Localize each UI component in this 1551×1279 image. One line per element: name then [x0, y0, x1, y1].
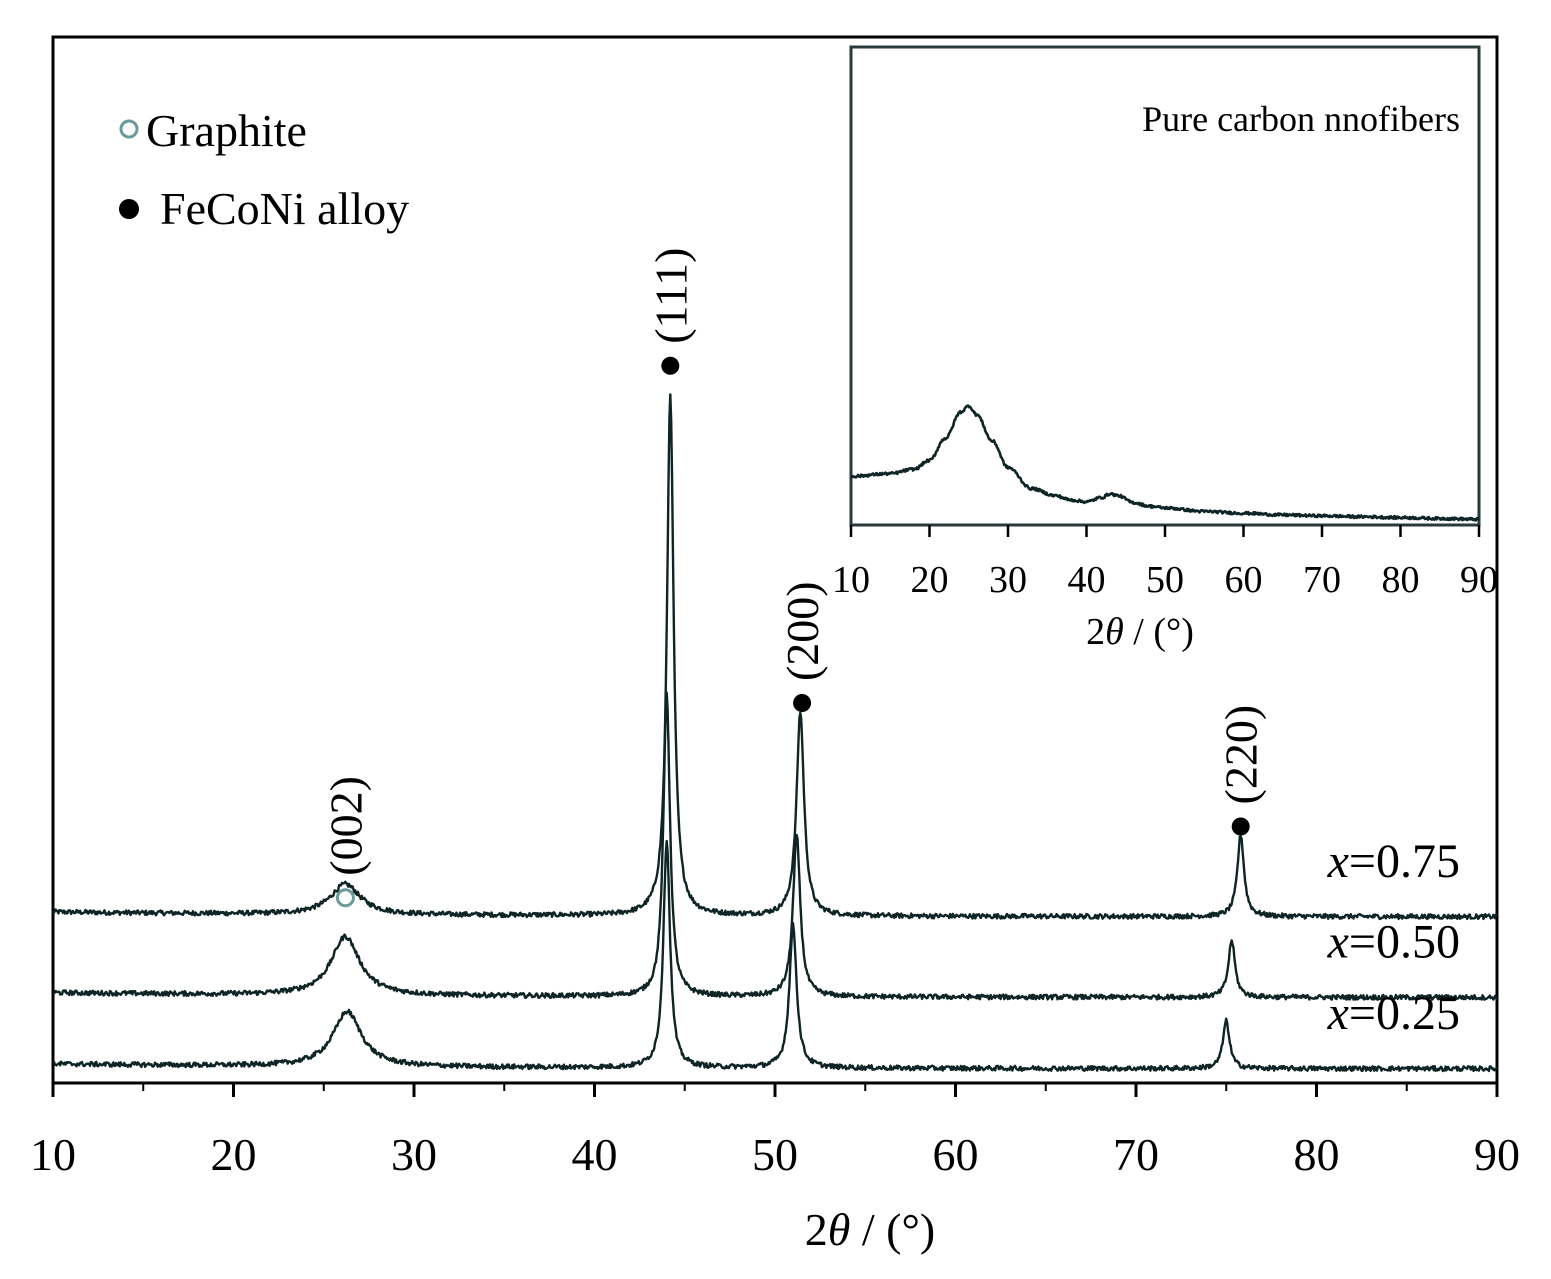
feconi-peak-marker [793, 694, 812, 712]
series-label-value: =0.50 [1349, 916, 1460, 969]
inset-x-tick-label: 90 [1460, 559, 1498, 601]
main-x-tick-label: 70 [1113, 1129, 1159, 1180]
inset-series-line [850, 404, 1480, 522]
main-x-tick-label: 80 [1294, 1129, 1340, 1180]
main-x-tick-label: 10 [30, 1129, 76, 1180]
series-label-var: x [1327, 916, 1349, 969]
inset-x-tick-label: 50 [1146, 559, 1184, 601]
inset-x-tick-label: 40 [1068, 559, 1106, 601]
inset-x-tick-label: 30 [989, 559, 1027, 601]
peak-label: (111) [645, 248, 696, 344]
feconi-peak-marker [661, 356, 680, 375]
main-series-group [51, 393, 1499, 1073]
series-label-var: x [1327, 835, 1349, 888]
xrd-series-line [52, 691, 1499, 1001]
series-label-var: x [1327, 987, 1349, 1040]
series-label: x=0.50 [1327, 916, 1460, 969]
series-label: x=0.25 [1327, 987, 1460, 1040]
main-series-labels: x=0.75x=0.50x=0.25 [1327, 835, 1460, 1040]
feconi-legend-marker [119, 199, 139, 219]
inset-x-ticks: 10 20 30 40 50 60 70 80 90 [832, 525, 1498, 601]
main-x-tick-label: 30 [391, 1129, 437, 1180]
main-x-ticks: 10 20 30 40 50 60 70 80 90 [30, 1083, 1520, 1180]
inset-x-tick-label: 80 [1382, 559, 1420, 601]
legend-label-graphite: Graphite [146, 105, 307, 156]
inset-x-tick-label: 70 [1303, 559, 1341, 601]
graphite-legend-marker [119, 119, 139, 139]
main-x-tick-label: 60 [933, 1129, 979, 1180]
inset-x-tick-label: 20 [911, 559, 949, 601]
inset-frame [849, 45, 1481, 527]
series-label-value: =0.75 [1349, 835, 1460, 888]
main-x-tick-label: 40 [572, 1129, 618, 1180]
main-x-axis-label: 2θ / (°) [805, 1204, 935, 1255]
graphite-peak-marker [335, 888, 355, 908]
xrd-series-line [51, 393, 1499, 921]
inset-series-group [850, 404, 1480, 522]
main-x-tick-label: 90 [1474, 1129, 1520, 1180]
main-x-tick-label: 50 [752, 1129, 798, 1180]
xrd-series-line [52, 839, 1498, 1073]
feconi-peak-marker [1231, 817, 1250, 836]
legend-label-feconi: FeCoNi alloy [160, 183, 409, 234]
inset-x-tick-label: 10 [832, 559, 870, 601]
peak-label: (200) [777, 581, 828, 681]
inset-title: Pure carbon nnofibers [1142, 99, 1460, 139]
legend: Graphite FeCoNi alloy [119, 105, 409, 234]
peak-label: (220) [1216, 705, 1267, 805]
main-x-tick-label: 20 [211, 1129, 257, 1180]
inset-x-tick-label: 60 [1225, 559, 1263, 601]
main-peak-markers: (002) (111) (200) (220) [320, 248, 1267, 908]
series-label-value: =0.25 [1349, 987, 1460, 1040]
series-label: x=0.75 [1327, 835, 1460, 888]
peak-label: (002) [320, 776, 371, 876]
inset-x-axis-label: 2θ / (°) [1086, 611, 1194, 653]
